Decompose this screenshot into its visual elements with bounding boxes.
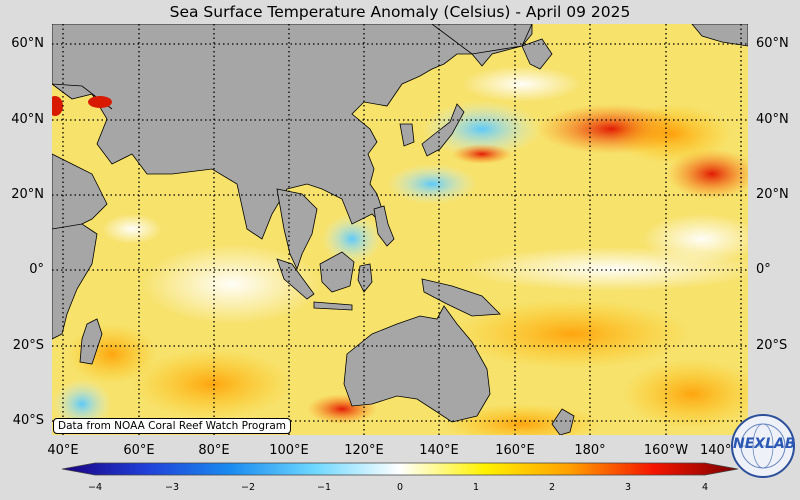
colorbar-gradient: [61, 462, 739, 476]
lat-label-0: 0°: [29, 262, 44, 277]
colorbar: [61, 462, 739, 482]
lon-label-100e: 100°E: [269, 443, 309, 458]
globe-icon: [740, 423, 786, 469]
landmass-madagascar: [79, 318, 103, 365]
lon-label-180: 180°: [574, 443, 606, 458]
lon-label-140e: 140°E: [419, 443, 459, 458]
sst-anomaly-map: [52, 24, 748, 435]
lat-label-20n-right: 20°N: [756, 187, 789, 202]
nexlab-logo: NEXLAB: [731, 414, 796, 478]
lon-label-120e: 120°E: [344, 443, 384, 458]
landmass-australia: [343, 305, 491, 423]
colorbar-tick: 3: [624, 482, 632, 493]
landmass-borneo: [319, 251, 355, 293]
colorbar-tick: 0: [396, 482, 404, 493]
lat-label-40n-right: 40°N: [756, 112, 789, 127]
landmass-sulawesi: [357, 263, 373, 293]
colorbar-tick: −1: [316, 482, 331, 493]
landmass-new-guinea: [421, 278, 501, 317]
mediterranean-hotspot: [52, 96, 63, 116]
landmass-kamchatka: [521, 38, 553, 70]
colorbar-tick: 1: [472, 482, 480, 493]
graticule: [52, 24, 748, 435]
lat-label-0-right: 0°: [756, 262, 771, 277]
colorbar-tick: −4: [87, 482, 102, 493]
lat-label-20s-right: 20°S: [756, 338, 788, 353]
lon-label-160e: 160°E: [495, 443, 535, 458]
caspian-hotspot: [88, 96, 112, 108]
data-credit: Data from NOAA Coral Reef Watch Program: [53, 418, 291, 434]
lat-label-20n: 20°N: [11, 187, 44, 202]
landmass-philippines: [373, 205, 395, 247]
lat-label-40n: 40°N: [11, 112, 44, 127]
landmass-indochina: [276, 188, 318, 271]
colorbar-tick: −2: [240, 482, 255, 493]
landmass-alaska: [691, 24, 748, 47]
colorbar-tick: −3: [164, 482, 179, 493]
landmass-new-zealand: [551, 408, 575, 435]
colorbar-svg: [61, 462, 739, 476]
map-title: Sea Surface Temperature Anomaly (Celsius…: [169, 3, 631, 21]
colorbar-tick: 4: [701, 482, 709, 493]
lat-label-20s: 20°S: [12, 338, 44, 353]
lon-label-80e: 80°E: [198, 443, 230, 458]
landmass-java: [313, 301, 353, 311]
lon-label-40e: 40°E: [47, 443, 79, 458]
lon-label-60e: 60°E: [123, 443, 155, 458]
landmass-korea: [399, 123, 415, 147]
landmass-africa: [52, 223, 98, 340]
map-canvas: [52, 24, 748, 435]
lat-label-60n-right: 60°N: [756, 36, 789, 51]
colorbar-tick: 2: [548, 482, 556, 493]
lat-label-60n: 60°N: [11, 36, 44, 51]
landmass-japan: [421, 103, 465, 157]
land-masses: [52, 24, 748, 435]
lat-label-40s: 40°S: [12, 413, 44, 428]
logo-text: NEXLAB: [733, 436, 796, 452]
lon-label-160w: 160°W: [643, 443, 689, 458]
